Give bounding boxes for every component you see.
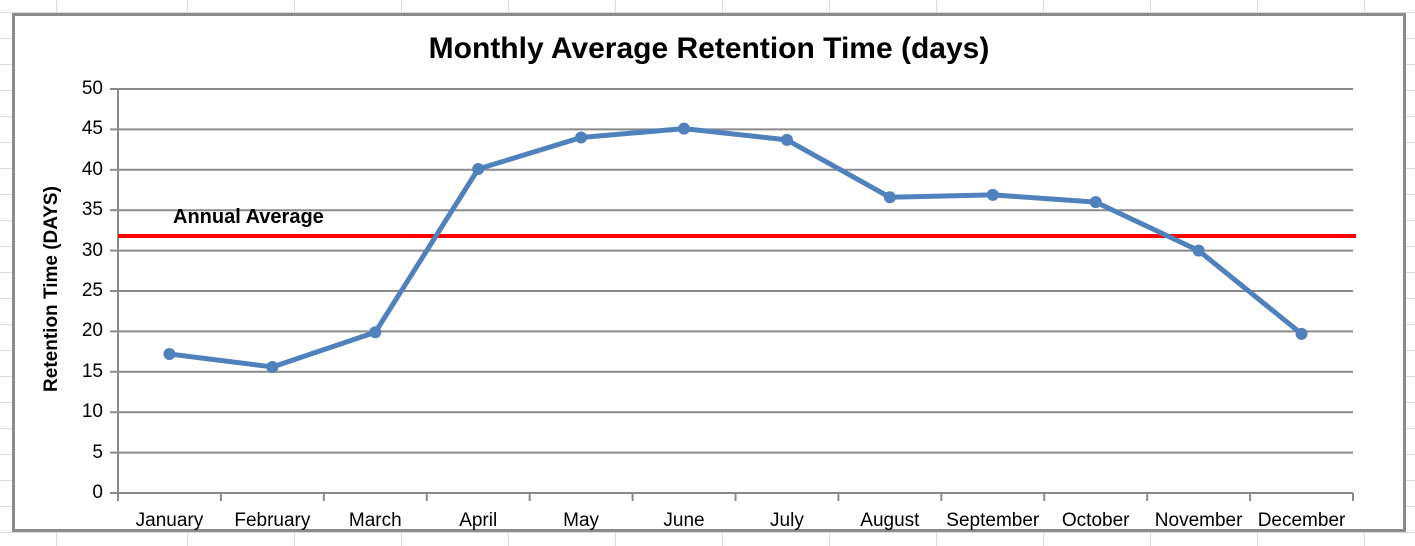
data-point-marker-january	[163, 348, 176, 361]
y-tick-label-10: 10	[81, 401, 103, 423]
data-point-marker-march	[369, 326, 382, 339]
y-tick-label-35: 35	[81, 199, 103, 221]
data-point-marker-august	[883, 191, 896, 204]
x-tick-label-march: March	[348, 510, 402, 531]
data-point-marker-october	[1089, 196, 1102, 209]
data-point-marker-april	[472, 162, 485, 175]
y-tick-label-5: 5	[92, 441, 103, 463]
x-tick-label-may: May	[563, 510, 600, 531]
data-point-marker-july	[780, 133, 793, 146]
data-point-marker-november	[1192, 244, 1205, 257]
retention-line-series	[166, 126, 1305, 370]
x-tick-label-june: June	[663, 510, 705, 531]
y-tick-label-25: 25	[81, 280, 103, 301]
chart-canvas: Monthly Average Retention Time (days) Re…	[15, 16, 1403, 531]
x-tick-label-february: February	[234, 510, 311, 531]
x-tick-label-december: December	[1257, 510, 1346, 531]
y-tick-label-45: 45	[81, 118, 103, 140]
y-tick-label-30: 30	[81, 239, 103, 261]
data-point-marker-december	[1295, 327, 1308, 340]
x-tick-label-october: October	[1061, 510, 1130, 531]
y-tick-label-40: 40	[81, 158, 103, 180]
data-point-marker-june	[678, 122, 691, 135]
x-tick-label-january: January	[135, 510, 204, 531]
data-point-marker-february	[266, 360, 279, 373]
chart-title: Monthly Average Retention Time (days)	[428, 32, 990, 65]
x-tick-label-november: November	[1154, 510, 1243, 531]
y-tick-label-50: 50	[81, 78, 103, 99]
x-tick-label-september: September	[946, 510, 1040, 531]
x-tick-label-april: April	[459, 510, 498, 531]
y-tick-label-0: 0	[92, 482, 103, 503]
plot-area	[110, 88, 1356, 501]
data-point-marker-may	[575, 131, 588, 144]
y-tick-label-20: 20	[81, 320, 103, 342]
annual-average-label: Annual Average	[173, 206, 324, 228]
data-point-marker-september	[986, 188, 999, 201]
y-tick-label-15: 15	[81, 360, 103, 382]
x-tick-label-august: August	[860, 510, 920, 531]
chart-object[interactable]: Monthly Average Retention Time (days) Re…	[12, 13, 1406, 532]
x-tick-label-july: July	[770, 510, 804, 531]
